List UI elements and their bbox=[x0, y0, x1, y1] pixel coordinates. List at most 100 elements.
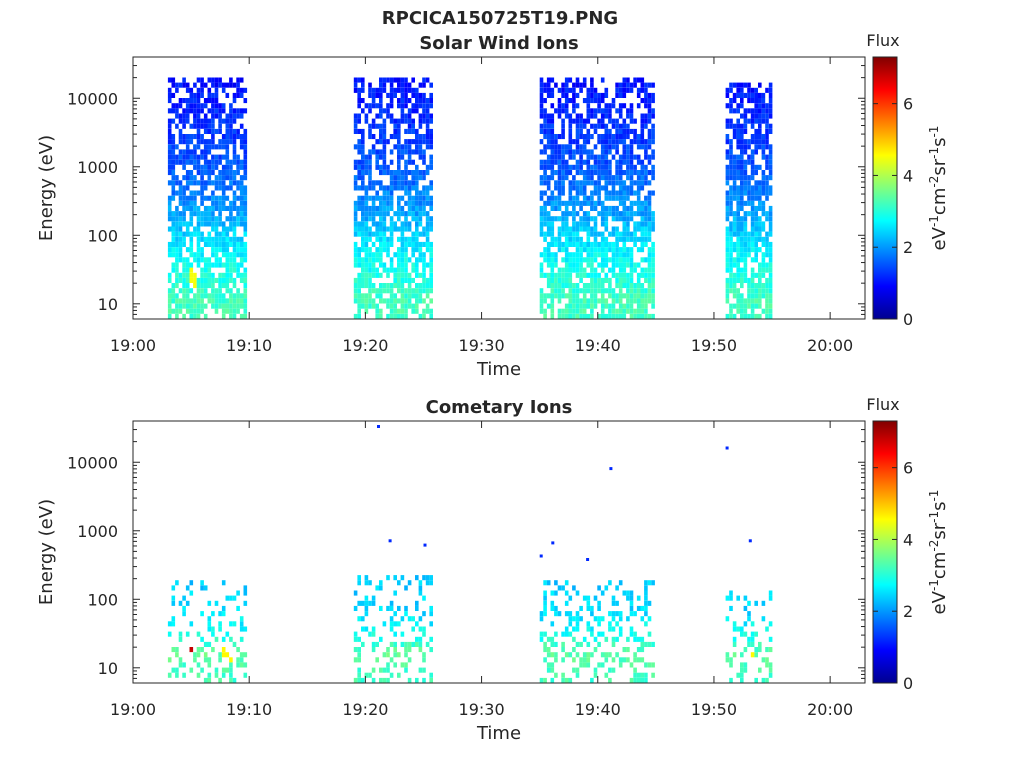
data-cell bbox=[651, 272, 655, 278]
data-cell bbox=[400, 195, 405, 201]
data-cell bbox=[221, 672, 226, 678]
data-cell bbox=[622, 92, 627, 98]
data-cell bbox=[389, 216, 394, 222]
data-cell bbox=[754, 677, 758, 683]
data-cell bbox=[397, 98, 401, 104]
data-cell bbox=[754, 128, 758, 134]
data-cell bbox=[229, 221, 233, 227]
data-cell bbox=[182, 82, 186, 88]
data-cell bbox=[232, 144, 237, 150]
data-cell bbox=[214, 636, 219, 642]
data-cell bbox=[557, 288, 562, 294]
data-cell bbox=[633, 652, 637, 658]
data-cell bbox=[765, 123, 769, 129]
units-part: s bbox=[929, 502, 950, 511]
data-cell bbox=[415, 600, 419, 606]
isolated-point bbox=[586, 558, 590, 561]
data-cell bbox=[550, 283, 555, 289]
data-cell bbox=[425, 200, 430, 206]
data-cell bbox=[644, 257, 648, 263]
data-cell bbox=[364, 154, 369, 160]
data-cell bbox=[232, 293, 237, 299]
data-cell bbox=[200, 303, 204, 309]
data-cell bbox=[736, 252, 740, 258]
data-cell bbox=[185, 585, 190, 591]
data-cell bbox=[415, 128, 419, 134]
data-cell bbox=[411, 149, 415, 155]
data-cell bbox=[636, 195, 641, 201]
data-cell bbox=[575, 298, 580, 304]
data-cell bbox=[729, 108, 733, 114]
data-cell bbox=[397, 211, 401, 217]
data-cell bbox=[182, 313, 186, 319]
data-cell bbox=[604, 303, 609, 309]
data-cell bbox=[543, 164, 547, 170]
data-cell bbox=[397, 180, 401, 186]
data-cell bbox=[554, 288, 558, 294]
data-cell bbox=[229, 205, 233, 211]
data-cell bbox=[725, 92, 730, 98]
data-cell bbox=[425, 221, 430, 227]
data-cell bbox=[611, 241, 616, 247]
data-cell bbox=[736, 200, 740, 206]
data-cell bbox=[626, 657, 630, 663]
data-cell bbox=[211, 247, 215, 253]
data-cell bbox=[622, 313, 627, 319]
data-cell bbox=[193, 108, 197, 114]
data-cell bbox=[550, 205, 555, 211]
data-cell bbox=[618, 267, 623, 273]
data-cell bbox=[582, 118, 587, 124]
data-cell bbox=[211, 626, 215, 632]
data-cell bbox=[171, 211, 176, 217]
data-cell bbox=[178, 272, 183, 278]
data-cell bbox=[364, 205, 369, 211]
data-cell bbox=[644, 170, 648, 176]
data-cell bbox=[754, 98, 758, 104]
data-cell bbox=[357, 657, 361, 663]
data-cell bbox=[207, 98, 212, 104]
units-part: -1 bbox=[927, 215, 941, 227]
data-cell bbox=[422, 195, 426, 201]
data-cell bbox=[422, 113, 426, 119]
data-cell bbox=[600, 590, 605, 596]
data-cell bbox=[200, 283, 204, 289]
data-cell bbox=[429, 221, 433, 227]
data-cell bbox=[415, 185, 419, 191]
data-cell bbox=[761, 616, 766, 622]
data-cell bbox=[357, 128, 361, 134]
data-cell bbox=[725, 313, 730, 319]
data-cell bbox=[564, 113, 569, 119]
data-cell bbox=[593, 667, 598, 673]
data-cell bbox=[604, 92, 609, 98]
data-cell bbox=[418, 293, 423, 299]
data-cell bbox=[644, 580, 648, 586]
data-cell bbox=[608, 134, 612, 140]
data-cell bbox=[579, 87, 583, 93]
data-cell bbox=[765, 144, 769, 150]
data-cell bbox=[539, 616, 544, 622]
data-cell bbox=[393, 575, 397, 581]
data-cell bbox=[203, 211, 208, 217]
data-cell bbox=[211, 118, 215, 124]
data-cell bbox=[386, 667, 390, 673]
data-cell bbox=[644, 611, 648, 617]
data-cell bbox=[397, 103, 401, 109]
data-cell bbox=[371, 262, 376, 268]
data-cell bbox=[758, 216, 762, 222]
data-cell bbox=[618, 631, 623, 637]
data-cell bbox=[379, 216, 383, 222]
data-cell bbox=[185, 247, 190, 253]
data-cell bbox=[647, 293, 652, 299]
data-cell bbox=[600, 144, 605, 150]
data-cell bbox=[196, 170, 201, 176]
data-cell bbox=[229, 308, 233, 314]
data-cell bbox=[368, 672, 372, 678]
data-cell bbox=[371, 631, 376, 637]
data-cell bbox=[211, 221, 215, 227]
data-cell bbox=[211, 154, 215, 160]
data-cell bbox=[604, 175, 609, 181]
data-cell bbox=[397, 283, 401, 289]
data-cell bbox=[626, 211, 630, 217]
data-cell bbox=[371, 647, 376, 653]
data-cell bbox=[729, 139, 733, 145]
